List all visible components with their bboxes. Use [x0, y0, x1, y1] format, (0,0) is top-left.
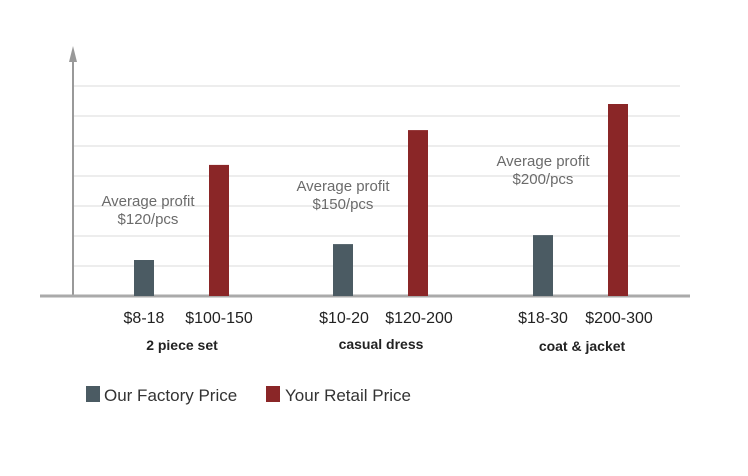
annotation-line1: Average profit — [496, 153, 590, 170]
retail-price-bar — [408, 130, 428, 296]
category-label: casual dress — [339, 336, 424, 352]
price-label: $18-30 — [518, 310, 568, 327]
price-label: $100-150 — [185, 310, 253, 327]
category-label: coat & jacket — [539, 338, 626, 354]
factory-price-bar — [533, 235, 553, 296]
price-label: $10-20 — [319, 310, 369, 327]
retail-price-bar — [209, 164, 229, 296]
annotation-line1: Average profit — [296, 178, 390, 195]
price-label: $120-200 — [385, 310, 453, 327]
category-label: 2 piece set — [146, 337, 218, 353]
price-label: $8-18 — [124, 310, 165, 327]
annotation-line2: $200/pcs — [513, 171, 574, 188]
annotation-line2: $150/pcs — [313, 196, 374, 213]
legend-swatch-retail — [266, 386, 280, 402]
retail-price-bar — [608, 104, 628, 296]
legend-label-factory: Our Factory Price — [104, 386, 237, 405]
legend-swatch-factory — [86, 386, 100, 402]
factory-price-bar — [333, 244, 353, 296]
annotation-line2: $120/pcs — [118, 211, 179, 228]
factory-price-bar — [134, 260, 154, 296]
price-label: $200-300 — [585, 310, 653, 327]
y-axis-arrow — [69, 46, 77, 62]
legend-label-retail: Your Retail Price — [285, 386, 411, 405]
annotation-line1: Average profit — [101, 193, 195, 210]
